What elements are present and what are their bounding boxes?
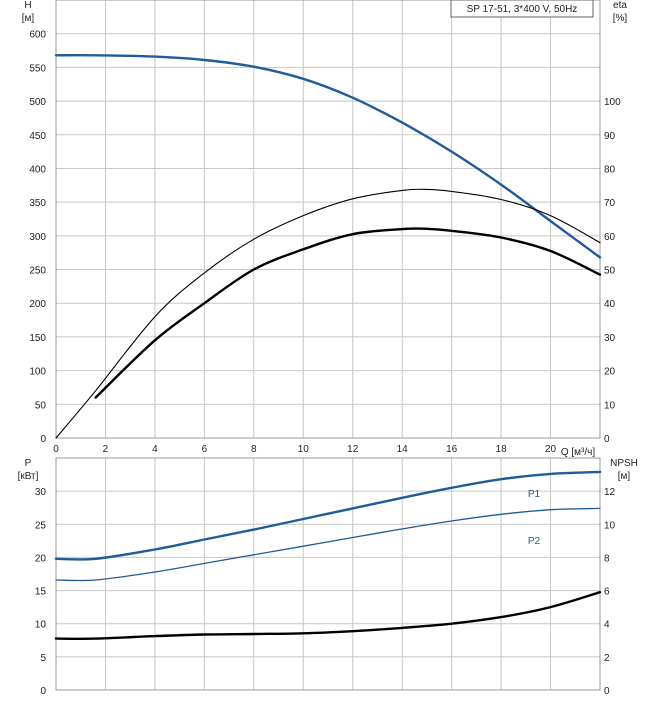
eta-tick-label: 100 [604, 97, 621, 108]
bottom-left-axis-label: P [25, 458, 32, 469]
eta-tick-label: 10 [604, 400, 616, 411]
series-label-p2: P2 [528, 536, 541, 547]
bottom-right-axis-unit: [м] [618, 471, 631, 482]
h-tick-label: 50 [35, 400, 47, 411]
x-tick-label: 12 [347, 444, 359, 455]
tick-labels: 0 2 4 6 8 10 12 14 16 18 2005010015020025030035040… [29, 30, 621, 697]
npsh-tick-label: 12 [604, 487, 616, 498]
x-tick-label: 10 [298, 444, 310, 455]
curve-npsh [54, 591, 602, 640]
h-tick-label: 500 [29, 97, 46, 108]
npsh-tick-label: 0 [604, 686, 610, 697]
x-tick-label: 0 [53, 444, 59, 455]
model-label-box [450, 0, 594, 18]
npsh-tick-label: 2 [604, 653, 610, 664]
h-tick-label: 150 [29, 333, 46, 344]
top-right-axis-label: eta [613, 0, 627, 11]
x-tick-label: 2 [103, 444, 109, 455]
bottom-chart-frame [55, 457, 601, 691]
series-label-p1: P1 [528, 489, 541, 500]
eta-tick-label: 70 [604, 198, 616, 209]
eta-tick-label: 80 [604, 164, 616, 175]
npsh-tick-label: 6 [604, 587, 610, 598]
x-tick-label: 4 [152, 444, 158, 455]
x-tick-label: 18 [496, 444, 508, 455]
top-chart-frame [55, 0, 601, 439]
h-tick-label: 250 [29, 266, 46, 277]
top-left-axis-label: H [24, 0, 31, 11]
npsh-tick-label: 4 [604, 620, 610, 631]
p-tick-label: 20 [35, 553, 47, 564]
p-tick-label: 0 [40, 686, 46, 697]
h-tick-label: 550 [29, 63, 46, 74]
eta-tick-label: 50 [604, 266, 616, 277]
curves [54, 53, 602, 640]
eta-tick-label: 40 [604, 299, 616, 310]
x-tick-label: 14 [397, 444, 409, 455]
top-right-axis-unit: [%] [613, 13, 628, 24]
p-tick-label: 5 [40, 653, 46, 664]
curve-efficiency-thick [94, 227, 602, 399]
curve-efficiency-thin [55, 188, 601, 439]
npsh-tick-label: 10 [604, 520, 616, 531]
h-tick-label: 100 [29, 367, 46, 378]
p-tick-label: 15 [35, 587, 47, 598]
h-tick-label: 300 [29, 232, 46, 243]
h-tick-label: 450 [29, 131, 46, 142]
bottom-right-axis-label: NPSH [610, 458, 638, 469]
x-tick-label: 8 [251, 444, 257, 455]
x-tick-label: 20 [545, 444, 557, 455]
curve-p2 [55, 507, 601, 582]
h-tick-label: 350 [29, 198, 46, 209]
top-left-axis-unit: [м] [22, 13, 35, 24]
eta-tick-label: 20 [604, 367, 616, 378]
eta-tick-label: 30 [604, 333, 616, 344]
eta-tick-label: 90 [604, 131, 616, 142]
p-tick-label: 10 [35, 620, 47, 631]
bottom-left-axis-unit: [кВт] [18, 471, 39, 482]
model-label: SP 17-51, 3*400 V, 50Hz [467, 4, 578, 15]
npsh-tick-label: 8 [604, 553, 610, 564]
h-tick-label: 600 [29, 30, 46, 41]
curve-p1 [54, 470, 602, 561]
eta-tick-label: 0 [604, 434, 610, 445]
p-tick-label: 30 [35, 487, 47, 498]
x-tick-label: 16 [446, 444, 458, 455]
h-tick-label: 0 [40, 434, 46, 445]
p-tick-label: 25 [35, 520, 47, 531]
eta-tick-label: 60 [604, 232, 616, 243]
h-tick-label: 400 [29, 164, 46, 175]
x-tick-label: 6 [202, 444, 208, 455]
curve-head [54, 53, 602, 259]
h-tick-label: 200 [29, 299, 46, 310]
x-axis-label: Q [м³/ч] [561, 447, 596, 458]
